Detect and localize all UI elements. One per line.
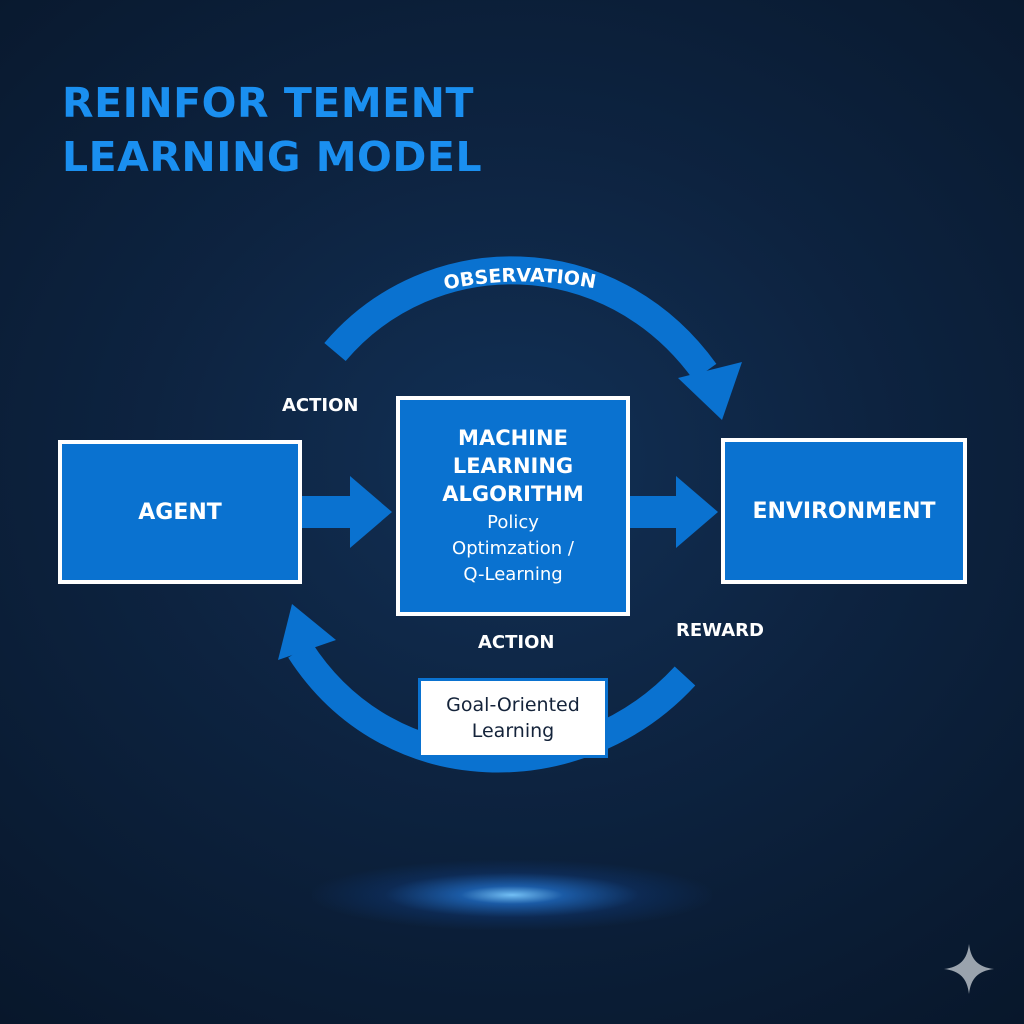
- goal-label: Goal-Oriented Learning: [446, 694, 580, 742]
- reward-arrowhead: [278, 604, 336, 660]
- algorithm-to-environment-arrowhead: [676, 476, 718, 548]
- reward-label: REWARD: [676, 620, 764, 641]
- observation-label: OBSERVATION: [442, 264, 598, 294]
- agent-to-algorithm-arrowhead: [350, 476, 392, 548]
- title-line-1: REINFOR TEMENT: [62, 79, 474, 127]
- action-label-top: ACTION: [282, 395, 359, 416]
- environment-label: ENVIRONMENT: [752, 498, 936, 524]
- environment-node: ENVIRONMENT: [721, 438, 967, 584]
- floor-glow: [312, 860, 712, 930]
- algorithm-title: MACHINE LEARNING ALGORITHM: [442, 426, 584, 506]
- observation-arrowhead: [678, 362, 742, 420]
- title-line-2: LEARNING MODEL: [62, 133, 483, 181]
- algorithm-to-environment-shaft: [630, 496, 680, 528]
- sparkle-icon: [944, 944, 994, 994]
- agent-to-algorithm-shaft: [302, 496, 354, 528]
- algorithm-subtitle: Policy Optimzation / Q-Learning: [452, 512, 574, 585]
- reward-arc: [288, 642, 696, 773]
- goal-node: Goal-Oriented Learning: [418, 678, 608, 758]
- diagram-title: REINFOR TEMENT LEARNING MODEL: [62, 76, 482, 184]
- observation-arc: [324, 256, 717, 381]
- action-label-bottom: ACTION: [478, 632, 555, 653]
- algorithm-node: MACHINE LEARNING ALGORITHM Policy Optimz…: [396, 396, 630, 616]
- agent-label: AGENT: [138, 499, 222, 525]
- agent-node: AGENT: [58, 440, 302, 584]
